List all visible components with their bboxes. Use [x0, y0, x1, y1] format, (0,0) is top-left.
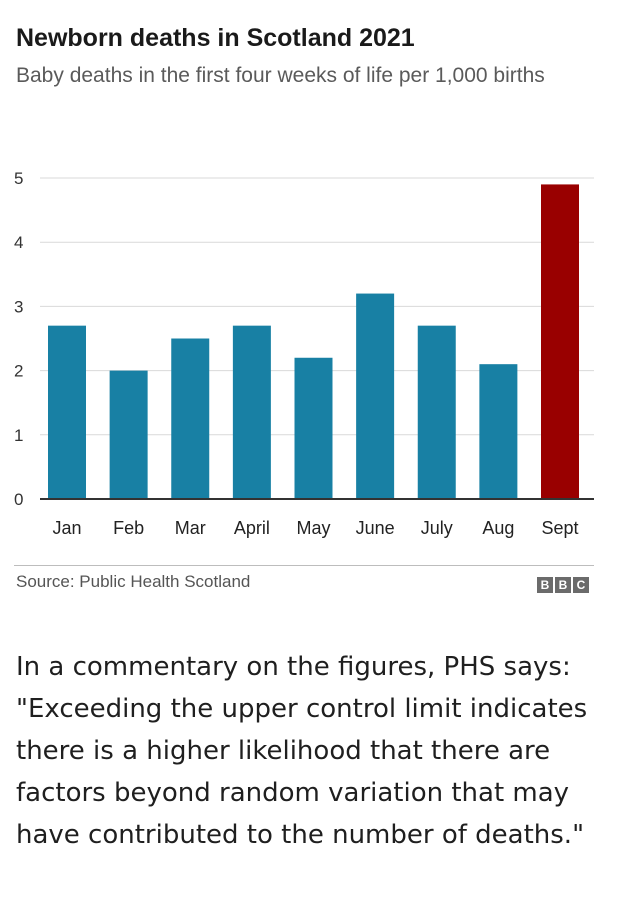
x-tick-label-feb: Feb [113, 518, 144, 538]
x-tick-label-sept: Sept [541, 518, 578, 538]
bbc-logo: B B C [537, 577, 589, 593]
chart-title: Newborn deaths in Scotland 2021 [16, 24, 415, 52]
footer-divider [14, 565, 594, 566]
y-tick-label: 1 [14, 426, 23, 445]
source-note: Source: Public Health Scotland [16, 572, 251, 591]
commentary-text: In a commentary on the figures, PHS says… [16, 652, 588, 850]
bbc-logo-letter: B [555, 577, 571, 593]
bar-sept [541, 184, 579, 500]
x-tick-label-jan: Jan [52, 518, 81, 538]
x-tick-label-june: June [356, 518, 395, 538]
x-tick-label-aug: Aug [482, 518, 514, 538]
bar-feb [109, 370, 148, 499]
bar-aug [479, 364, 518, 499]
bbc-logo-letter: C [573, 577, 589, 593]
x-tick-label-july: July [421, 518, 453, 538]
x-tick-label-may: May [296, 518, 330, 538]
x-axis-ticks: Jan Feb Mar April May June July Aug Sept [52, 518, 578, 538]
y-tick-label: 3 [14, 297, 23, 316]
bar-june [356, 293, 395, 499]
bar-jan [48, 325, 86, 499]
y-tick-label: 4 [14, 233, 23, 252]
y-tick-label: 2 [14, 362, 23, 381]
y-axis-ticks: 0 1 2 3 4 5 [14, 169, 23, 509]
x-tick-label-april: April [234, 518, 270, 538]
y-tick-label: 5 [14, 169, 23, 188]
x-tick-label-mar: Mar [175, 518, 206, 538]
bars [48, 184, 579, 500]
chart-subtitle: Baby deaths in the first four weeks of l… [16, 64, 545, 87]
y-tick-label: 0 [14, 490, 23, 509]
bar-may [294, 357, 333, 499]
bar-mar [171, 338, 210, 499]
bar-april [232, 325, 271, 499]
bbc-logo-letter: B [537, 577, 553, 593]
bar-july [417, 325, 456, 499]
bar-chart: 0 1 2 3 4 5 Jan Feb Mar April May June July Aug Sept [14, 169, 594, 538]
